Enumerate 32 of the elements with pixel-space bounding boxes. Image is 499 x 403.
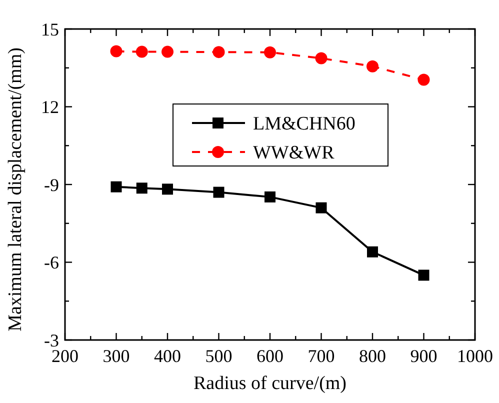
point — [264, 191, 276, 202]
x-tick-label: 1000 — [457, 346, 493, 366]
point — [110, 45, 122, 58]
point — [213, 186, 224, 198]
y-tick-label: 15 — [41, 19, 59, 40]
point — [316, 202, 327, 214]
x-tick-label: 800 — [359, 346, 386, 366]
point — [136, 46, 148, 58]
point — [136, 182, 148, 194]
y-tick-label: -9 — [44, 174, 59, 195]
x-tick-label: 900 — [410, 346, 438, 366]
y-tick-label: 12 — [41, 97, 59, 118]
point — [264, 46, 276, 58]
legend-label: WW&WR — [253, 142, 335, 164]
point — [367, 246, 378, 258]
x-axis-title: Radius of curve/(m) — [193, 373, 347, 394]
point — [315, 52, 328, 64]
point — [162, 184, 173, 195]
x-tick-label: 500 — [205, 346, 232, 366]
x-tick-label: 600 — [256, 346, 284, 366]
y-axis-title: Maximum lateral displacement/(mm) — [5, 48, 26, 332]
point — [418, 74, 430, 86]
x-tick-label: 700 — [308, 346, 335, 366]
point — [418, 270, 430, 281]
point — [162, 46, 174, 58]
point — [366, 60, 378, 72]
x-tick-label: 400 — [154, 346, 181, 366]
point — [212, 46, 225, 58]
x-tick-label: 300 — [102, 346, 130, 366]
point — [110, 181, 122, 192]
legend-label: LM&CHN60 — [253, 114, 356, 135]
y-tick-label: -6 — [44, 252, 59, 273]
